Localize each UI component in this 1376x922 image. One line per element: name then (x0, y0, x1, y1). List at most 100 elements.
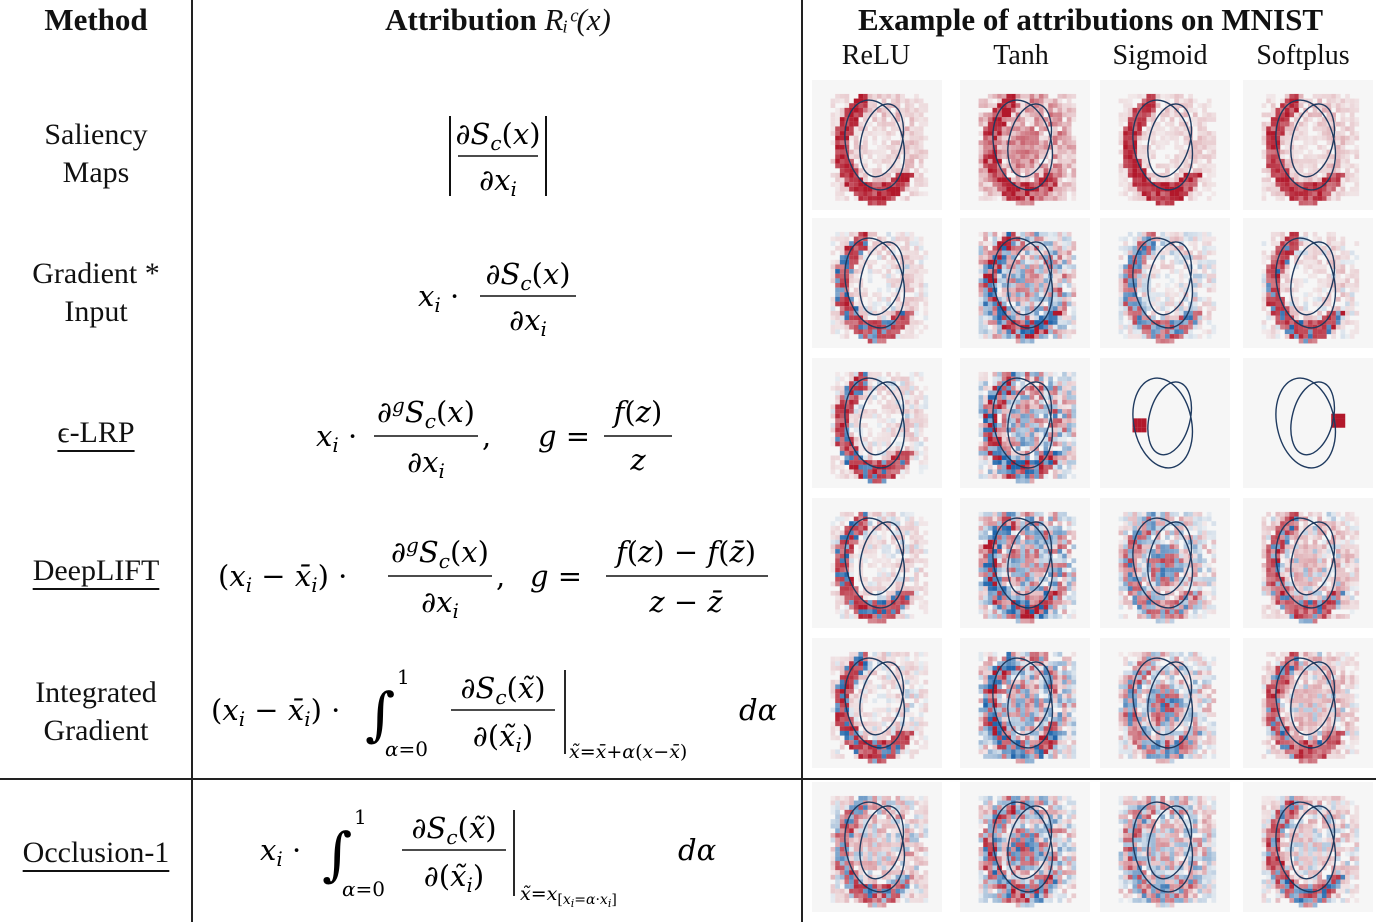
heatmap-pixel (1057, 474, 1063, 479)
heatmap-pixel (909, 521, 915, 526)
heatmap-pixel (1303, 259, 1309, 265)
heatmap-pixel (1141, 112, 1147, 118)
heatmap-pixel (1006, 446, 1012, 451)
heatmap-pixel (1025, 604, 1030, 610)
heatmap-pixel (835, 371, 840, 377)
heatmap-pixel (1071, 427, 1077, 433)
heatmap-pixel (877, 200, 882, 206)
heatmap-pixel (1160, 196, 1166, 201)
heatmap-pixel (1284, 306, 1290, 311)
heatmap-pixel (1280, 112, 1285, 118)
heatmap-pixel (1066, 301, 1072, 307)
heatmap-pixel (1034, 432, 1040, 438)
heatmap-pixel (1206, 131, 1212, 136)
heatmap-pixel (1266, 121, 1271, 127)
heatmap-pixel (909, 334, 915, 339)
heatmap-pixel (1275, 250, 1281, 256)
heatmap-pixel (1146, 163, 1152, 169)
heatmap-pixel (997, 172, 1002, 178)
heatmap-pixel (1137, 182, 1142, 187)
heatmap-pixel (987, 163, 993, 169)
heatmap-pixel (1289, 112, 1295, 118)
heatmap-pixel (1192, 283, 1198, 288)
heatmap-pixel (918, 269, 924, 274)
heatmap-pixel (1071, 241, 1077, 246)
heatmap-pixel (872, 436, 878, 442)
heatmap-pixel (1001, 255, 1007, 260)
heatmap-pixel (844, 135, 850, 141)
heatmap-pixel (1043, 145, 1049, 150)
heatmap-pixel (881, 614, 887, 619)
heatmap-pixel (1118, 283, 1124, 288)
heatmap-pixel (987, 269, 993, 274)
heatmap-pixel (914, 255, 919, 260)
heatmap-pixel (909, 154, 915, 160)
heatmap-pixel (1123, 117, 1128, 122)
heatmap-pixel (890, 399, 896, 405)
heatmap-pixel (1340, 259, 1346, 265)
heatmap-pixel (909, 172, 915, 178)
heatmap-pixel (1303, 301, 1309, 307)
heatmap-pixel (1206, 154, 1212, 160)
heatmap-pixel (1308, 163, 1313, 169)
heatmap-pixel (1038, 418, 1044, 424)
heatmap-pixel (886, 320, 892, 325)
heatmap-pixel (1029, 399, 1035, 405)
heatmap-svg (830, 371, 929, 484)
heatmap-pixel (978, 259, 984, 265)
heatmap-pixel (978, 464, 984, 470)
heatmap-pixel (1071, 455, 1077, 461)
heatmap-pixel (1211, 154, 1217, 160)
heatmap-pixel (1025, 283, 1030, 288)
heatmap-pixel (1066, 117, 1072, 122)
heatmap-pixel (1280, 250, 1285, 256)
heatmap-pixel (867, 553, 873, 559)
heatmap-pixel (1029, 572, 1035, 578)
heatmap-pixel (1298, 306, 1304, 311)
heatmap-pixel (1025, 140, 1030, 146)
heatmap-pixel (1192, 320, 1198, 325)
heatmap-pixel (1188, 231, 1193, 237)
heatmap-pixel (1312, 177, 1318, 183)
heatmap-pixel (1326, 117, 1332, 122)
heatmap-pixel (1057, 441, 1063, 447)
heatmap-pixel (1006, 231, 1012, 237)
heatmap-pixel (1183, 172, 1189, 178)
heatmap-pixel (1132, 140, 1138, 146)
heatmap-pixel (872, 158, 878, 164)
heatmap-pixel (1057, 418, 1063, 424)
heatmap-pixel (1312, 231, 1318, 237)
heatmap-pixel (863, 231, 868, 237)
heatmap-pixel (1345, 172, 1350, 178)
heatmap-pixel (895, 371, 901, 377)
heatmap-pixel (1062, 273, 1067, 279)
heatmap-pixel (1280, 103, 1285, 108)
heatmap-pixel (1183, 310, 1189, 316)
heatmap-pixel (853, 595, 859, 601)
heatmap-pixel (872, 478, 878, 484)
heatmap-pixel (881, 245, 887, 251)
heatmap-pixel (1345, 310, 1350, 316)
heatmap-pixel (1071, 324, 1077, 330)
heatmap-pixel (1066, 413, 1072, 419)
heatmap-pixel (1146, 320, 1152, 325)
heatmap-pixel (1029, 390, 1035, 396)
heatmap-pixel (1335, 107, 1341, 113)
heatmap-pixel (1178, 158, 1184, 164)
heatmap-pixel (923, 446, 929, 451)
heatmap-pixel (835, 196, 840, 201)
heatmap-pixel (1275, 269, 1281, 274)
heatmap-pixel (909, 399, 915, 405)
heatmap-pixel (1020, 576, 1026, 582)
heatmap-pixel (835, 427, 840, 433)
heatmap-pixel (1317, 329, 1323, 335)
heatmap-pixel (1025, 306, 1030, 311)
heatmap-pixel (849, 423, 854, 428)
heatmap-pixel (987, 231, 993, 237)
heatmap-pixel (1146, 334, 1152, 339)
heatmap-pixel (1001, 163, 1007, 169)
heatmap-pixel (1038, 576, 1044, 582)
heatmap-pixel (1211, 168, 1217, 173)
heatmap-pixel (1118, 112, 1124, 118)
heatmap-pixel (1137, 93, 1142, 99)
